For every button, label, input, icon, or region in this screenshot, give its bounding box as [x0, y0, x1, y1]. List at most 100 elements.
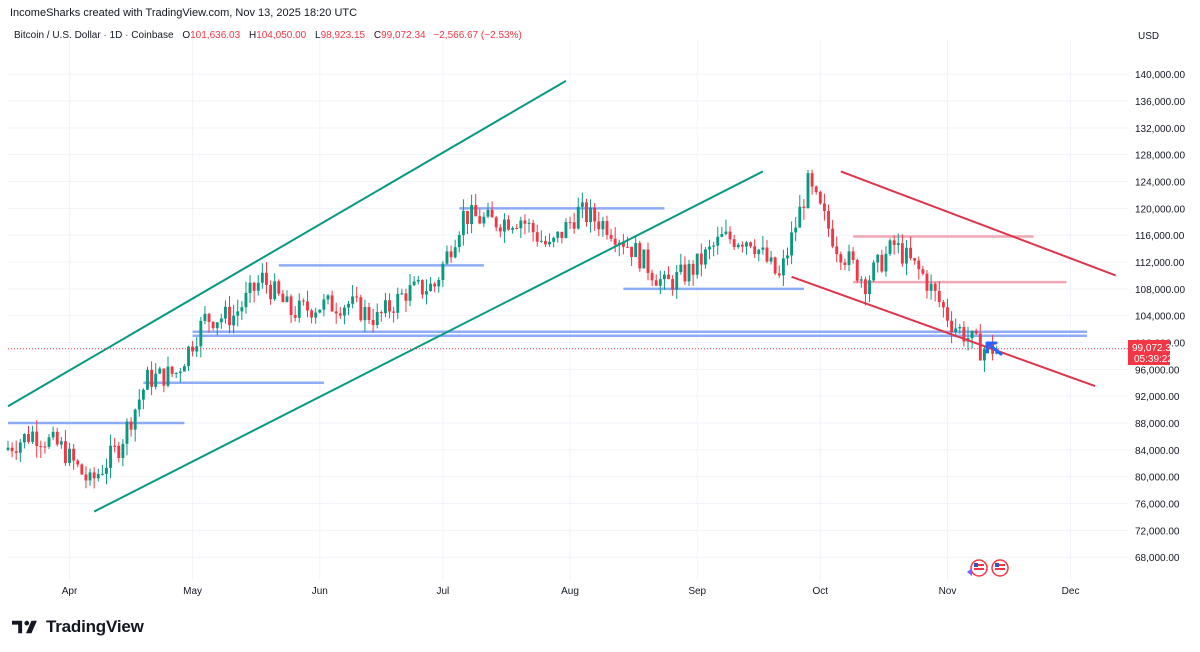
candle-body: [667, 274, 670, 280]
x-tick-label: Nov: [939, 586, 957, 597]
candle-body: [585, 202, 588, 223]
y-tick-label: 140,000.00: [1135, 70, 1185, 81]
candle-body: [400, 293, 404, 295]
candle-body: [937, 290, 941, 303]
exchange: Coinbase: [131, 30, 174, 41]
y-tick-label: 88,000.00: [1135, 419, 1180, 430]
candle-body: [84, 474, 88, 481]
candle-body: [769, 257, 773, 262]
candle-body: [35, 431, 39, 447]
candle-body: [117, 445, 121, 458]
candle-body: [753, 246, 757, 255]
candle-body: [539, 240, 543, 242]
candle-body: [330, 295, 334, 312]
y-tick-label: 84,000.00: [1135, 446, 1180, 457]
candle-body: [531, 222, 535, 233]
candle-body: [445, 251, 449, 264]
candle-body: [404, 293, 408, 301]
candle-body: [913, 258, 917, 261]
candle-body: [150, 369, 154, 387]
symbol-name[interactable]: Bitcoin / U.S. Dollar: [14, 30, 101, 41]
candle-body: [281, 293, 285, 303]
candle-body: [650, 272, 654, 281]
candle-body: [453, 247, 457, 258]
candle-body: [80, 464, 84, 475]
candle-body: [408, 285, 412, 301]
candle-body: [68, 448, 71, 464]
trendline: [791, 275, 1096, 388]
candle-body: [425, 291, 428, 295]
candle-body: [786, 255, 789, 259]
level-lines: [8, 207, 1087, 425]
candle-body: [59, 441, 63, 445]
candle-body: [22, 434, 26, 443]
time-axis[interactable]: Apr May Jun Jul Aug Sep Oct Nov Dec: [62, 586, 1080, 597]
x-tick-label: Aug: [561, 586, 579, 597]
candle-body: [92, 472, 96, 479]
change-value: −2,566.67 (−2.53%): [433, 30, 522, 41]
candle-body: [675, 272, 679, 290]
candle-body: [289, 296, 293, 315]
candle-body: [326, 295, 330, 300]
candle-body: [76, 460, 80, 465]
candle-body: [950, 320, 954, 333]
y-tick-label: 116,000.00: [1135, 231, 1185, 242]
candle-body: [716, 236, 720, 246]
candle-body: [544, 240, 547, 245]
y-tick-label: 92,000.00: [1135, 392, 1180, 403]
candle-body: [712, 245, 716, 247]
candle-body: [182, 366, 186, 372]
candle-body: [39, 446, 43, 448]
price-axis[interactable]: 68,000.00 72,000.00 76,000.00 80,000.00 84,0…: [1135, 70, 1185, 564]
candle-body: [872, 262, 876, 281]
candle-body: [642, 249, 646, 269]
candle-body: [900, 243, 904, 264]
candle-body: [211, 321, 215, 329]
candle-body: [933, 283, 937, 291]
candle-body: [379, 312, 383, 314]
candle-body: [708, 246, 711, 250]
candle-body: [420, 279, 424, 295]
candle-body: [195, 346, 199, 352]
candle-body: [133, 409, 137, 430]
candle-body: [273, 281, 277, 300]
candle-body: [240, 307, 244, 312]
candle-body: [626, 246, 629, 248]
candle-body: [548, 241, 551, 245]
candle-body: [429, 283, 432, 292]
candle-body: [884, 253, 888, 272]
candle-body: [466, 210, 469, 225]
tradingview-brand[interactable]: TradingView: [12, 617, 144, 637]
candle-body: [154, 373, 158, 387]
x-tick-label: Jun: [312, 586, 328, 597]
candle-body: [564, 222, 568, 238]
candle-body: [962, 326, 966, 342]
candle-body: [72, 448, 76, 461]
candle-body: [351, 296, 355, 304]
candle-body: [375, 312, 379, 326]
candle-body: [269, 284, 272, 300]
candle-body: [224, 306, 227, 319]
candle-body: [704, 249, 707, 265]
candle-body: [958, 326, 962, 329]
candle-body: [699, 253, 703, 265]
candle-body: [137, 399, 141, 410]
candle-body: [757, 249, 761, 255]
y-tick-label: 68,000.00: [1135, 553, 1180, 564]
candle-body: [203, 313, 207, 321]
candle-body: [129, 421, 133, 430]
candle-body: [868, 280, 871, 295]
candle-body: [121, 443, 125, 458]
candle-body: [260, 272, 264, 283]
candle-body: [876, 254, 880, 263]
candle-body: [818, 191, 822, 204]
candle-body: [441, 263, 445, 281]
currency-label[interactable]: USD: [1138, 31, 1160, 42]
candles: [6, 169, 999, 489]
candle-body: [494, 217, 498, 228]
interval[interactable]: 1D: [109, 30, 123, 41]
event-markers[interactable]: [967, 559, 1009, 577]
candle-body: [334, 311, 338, 314]
candle-body: [732, 239, 736, 248]
